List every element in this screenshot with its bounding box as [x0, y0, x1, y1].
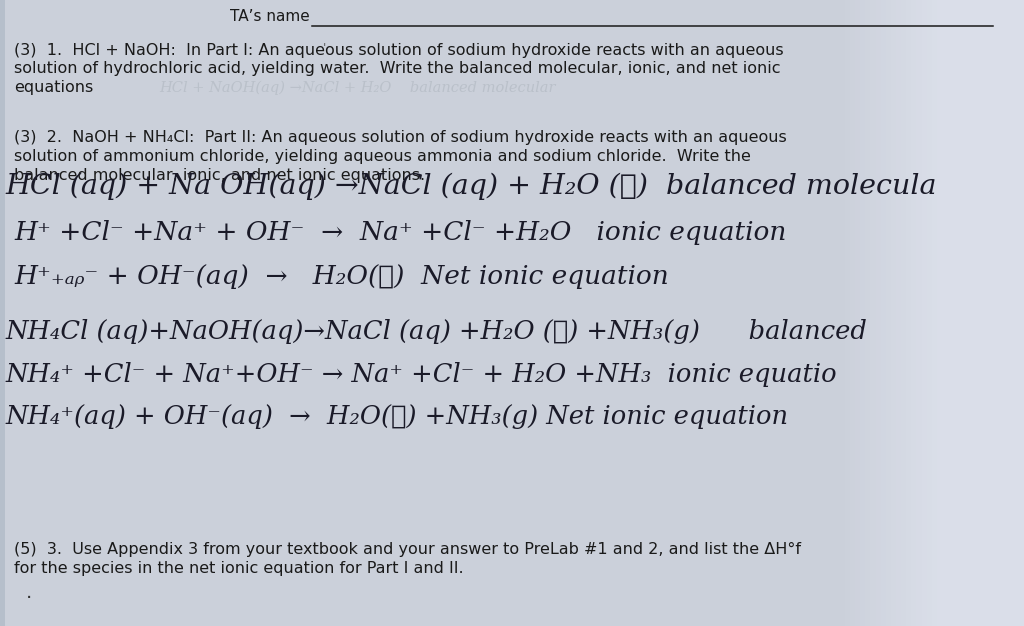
Text: (5)  3.  Use Appendix 3 from your textbook and your answer to PreLab #1 and 2, a: (5) 3. Use Appendix 3 from your textbook…: [14, 542, 802, 557]
Text: H⁺₊ₐᵨ⁻ + OH⁻(aq)  →   H₂O(ℓ)  Net ionic equation: H⁺₊ₐᵨ⁻ + OH⁻(aq) → H₂O(ℓ) Net ionic equa…: [14, 264, 669, 289]
Text: (3)  2.  NaOH + NH₄Cl:  Part II: An aqueous solution of sodium hydroxide reacts : (3) 2. NaOH + NH₄Cl: Part II: An aqueous…: [14, 130, 787, 145]
Text: TA’s name: TA’s name: [230, 9, 310, 24]
Text: HCl (aq) + Na OH(aq) →NaCl (aq) + H₂O (ℓ)  balanced molecula: HCl (aq) + Na OH(aq) →NaCl (aq) + H₂O (ℓ…: [5, 173, 937, 200]
Text: HCl + NaOH(aq) →NaCl + H₂O    balanced molecular: HCl + NaOH(aq) →NaCl + H₂O balanced mole…: [159, 81, 555, 95]
Text: ˌ: ˌ: [323, 34, 327, 48]
Text: (3)  1.  HCl + NaOH:  In Part I: An aqueous solution of sodium hydroxide reacts : (3) 1. HCl + NaOH: In Part I: An aqueous…: [14, 43, 784, 58]
Text: .: .: [26, 583, 32, 602]
Text: solution of ammonium chloride, yielding aqueous ammonia and sodium chloride.  Wr: solution of ammonium chloride, yielding …: [14, 149, 752, 164]
Text: balanced molecular, ionic, and net ionic equations.: balanced molecular, ionic, and net ionic…: [14, 168, 425, 183]
Text: NH₄Cl (aq)+NaOH(aq)→NaCl (aq) +H₂O (ℓ) +NH₃(g)      balanced: NH₄Cl (aq)+NaOH(aq)→NaCl (aq) +H₂O (ℓ) +…: [5, 319, 867, 344]
Text: NH₄⁺ +Cl⁻ + Na⁺+OH⁻ → Na⁺ +Cl⁻ + H₂O +NH₃  ionic equatio: NH₄⁺ +Cl⁻ + Na⁺+OH⁻ → Na⁺ +Cl⁻ + H₂O +NH…: [5, 362, 837, 387]
Text: equations: equations: [14, 80, 93, 95]
Bar: [0, 0, 5, 626]
Text: solution of hydrochloric acid, yielding water.  Write the balanced molecular, io: solution of hydrochloric acid, yielding …: [14, 61, 781, 76]
Text: H⁺ +Cl⁻ +Na⁺ + OH⁻  →  Na⁺ +Cl⁻ +H₂O   ionic equation: H⁺ +Cl⁻ +Na⁺ + OH⁻ → Na⁺ +Cl⁻ +H₂O ionic…: [14, 220, 786, 245]
Text: for the species in the net ionic equation for Part I and II.: for the species in the net ionic equatio…: [14, 561, 464, 576]
Text: NH₄⁺(aq) + OH⁻(aq)  →  H₂O(ℓ) +NH₃(g) Net ionic equation: NH₄⁺(aq) + OH⁻(aq) → H₂O(ℓ) +NH₃(g) Net …: [5, 404, 788, 429]
